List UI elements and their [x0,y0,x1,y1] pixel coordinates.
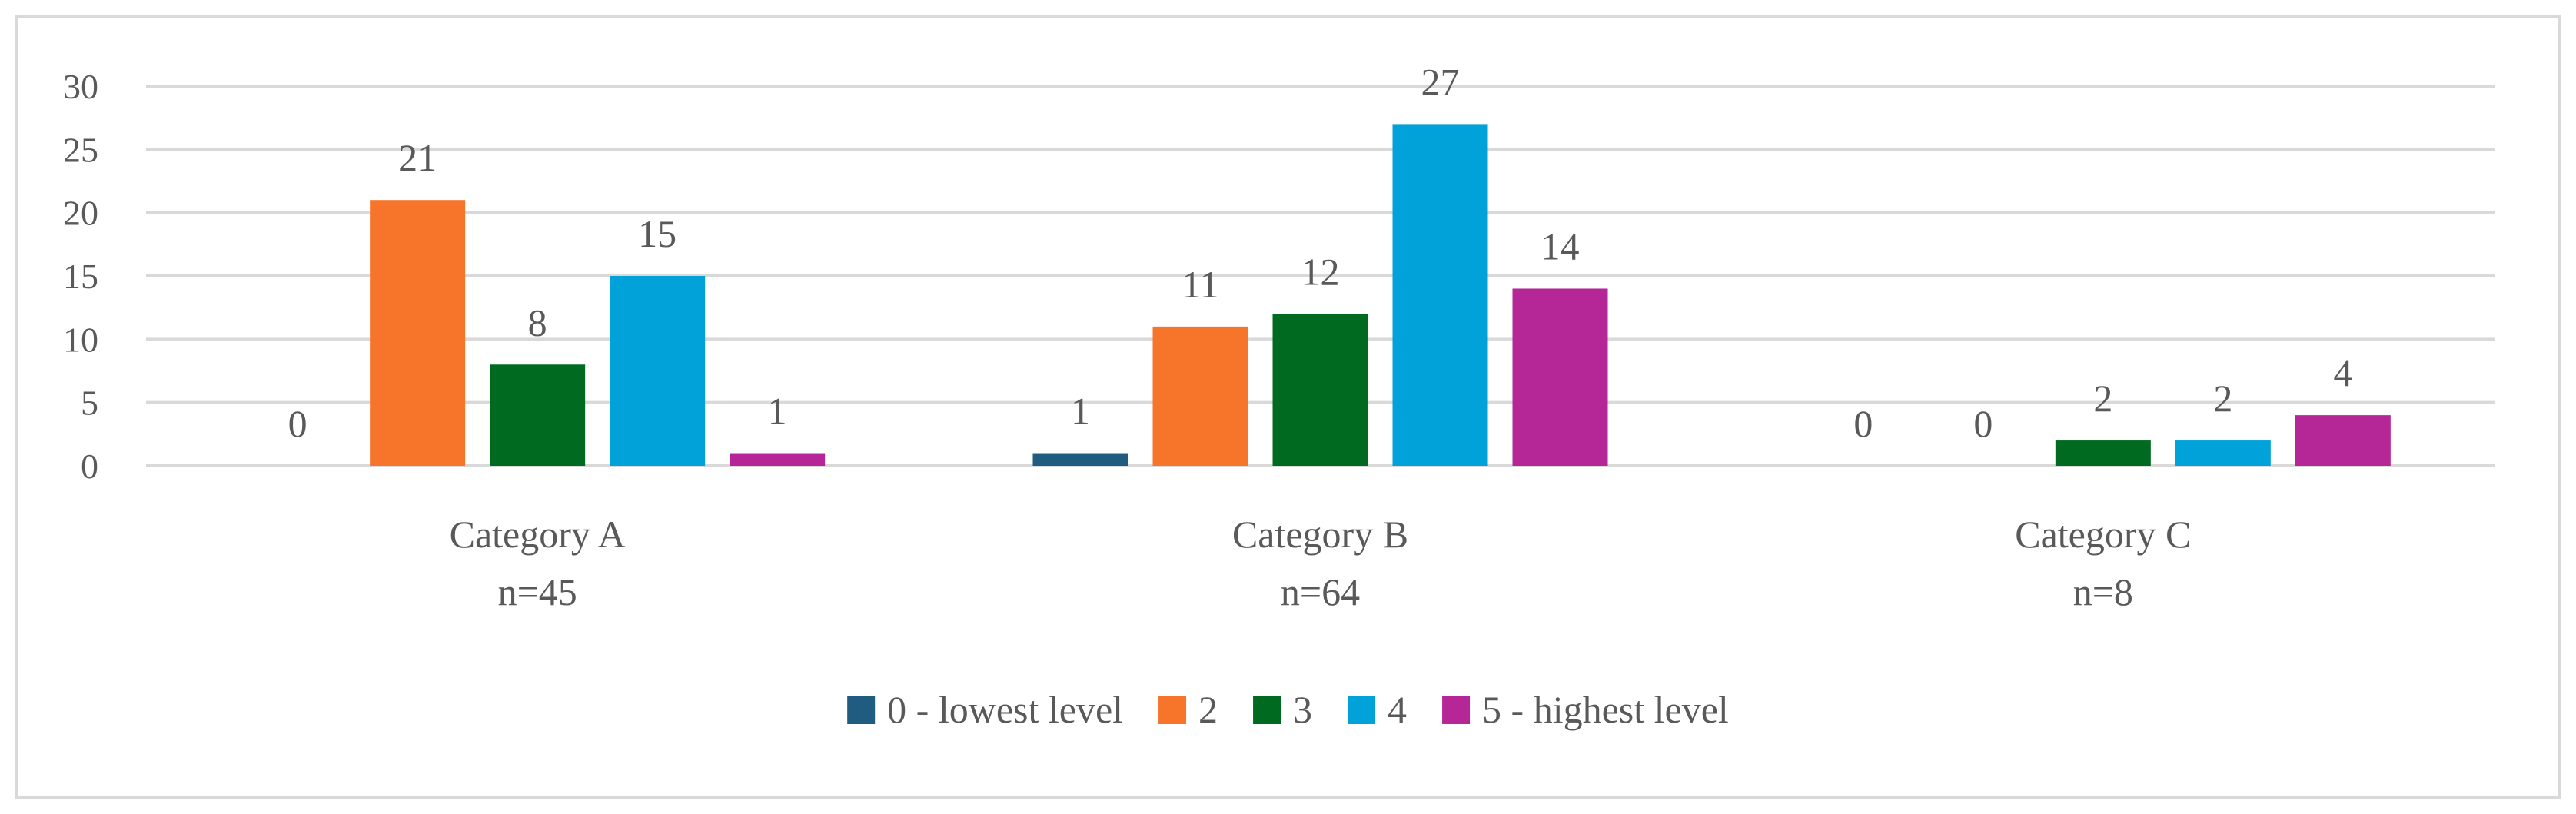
category-n-label: n=8 [2073,570,2133,613]
bar-data-label: 11 [1182,263,1218,306]
legend-entry-label: 3 [1293,688,1312,731]
bar [370,200,466,466]
bar-data-label: 12 [1301,250,1340,293]
legend-swatch [1348,696,1376,724]
legend-entry-label: 0 - lowest level [887,688,1123,731]
bar [2175,440,2271,466]
bar-data-label: 27 [1421,60,1460,103]
bar-data-label: 2 [2213,377,2232,420]
bar-data-label: 1 [768,390,787,433]
legend-swatch [847,696,876,724]
y-tick-label: 15 [63,257,98,296]
y-tick-label: 5 [81,384,98,423]
bar-data-label: 0 [1973,402,1993,445]
x-axis-category-labels: Category A n=45 Category B n=64 Category C n=… [450,513,2192,613]
legend-swatch [1442,696,1471,724]
bar [1512,288,1608,466]
y-tick-label: 30 [63,67,98,106]
legend: 0 - lowest level 2 3 4 5 - highest level [847,688,1729,731]
bars [370,124,2391,466]
legend-swatch [1158,696,1187,724]
bar-data-label: 1 [1071,390,1090,433]
y-tick-label: 10 [63,320,98,359]
bar-data-label: 2 [2093,377,2112,420]
bar-data-label: 15 [638,212,676,255]
bar [1392,124,1488,466]
y-tick-label: 25 [63,130,98,169]
bar [2055,440,2151,466]
bar [730,453,826,466]
category-name-label: Category C [2015,513,2191,556]
bar [490,364,586,466]
legend-entry-label: 5 - highest level [1482,688,1729,731]
bar-data-label: 0 [1853,402,1873,445]
bar-data-label: 8 [528,301,547,344]
bar [610,276,706,466]
bar-data-label: 0 [288,402,307,445]
legend-entry-label: 4 [1388,688,1407,731]
y-tick-label: 20 [63,194,98,233]
bar-data-label: 4 [2333,351,2352,394]
bar [1152,326,1248,466]
category-n-label: n=64 [1281,570,1360,613]
y-axis-tick-labels: 0 5 10 15 20 25 30 [63,67,98,486]
bar [1032,453,1128,466]
legend-entry-label: 2 [1198,688,1218,731]
category-name-label: Category B [1232,513,1408,556]
bar [2295,415,2391,466]
category-n-label: n=45 [498,570,577,613]
category-name-label: Category A [450,513,626,556]
legend-swatch [1253,696,1281,724]
bar-data-label: 21 [398,136,437,179]
bar-data-label: 14 [1541,224,1580,267]
bar [1272,314,1368,466]
y-tick-label: 0 [81,447,98,486]
